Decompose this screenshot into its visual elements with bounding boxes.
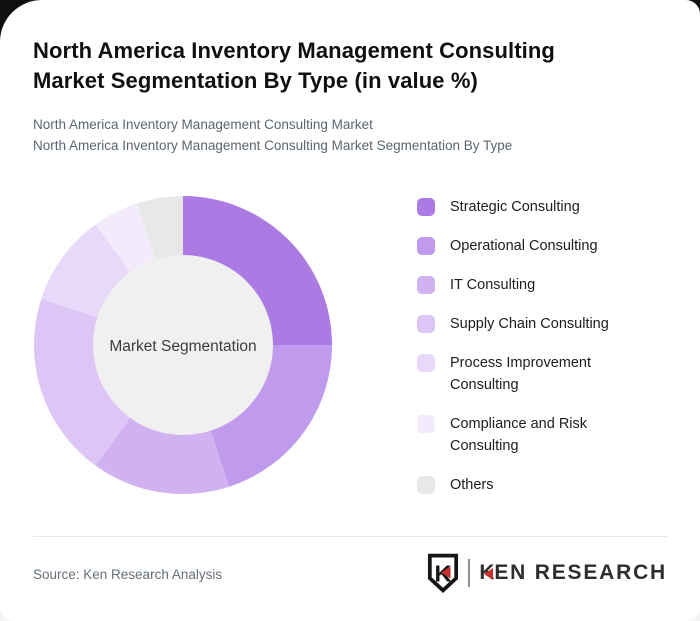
legend-item-process-improvement-consulting[interactable]: Process Improvement Consulting <box>417 352 669 396</box>
legend-label: Strategic Consulting <box>450 199 580 215</box>
emblem-accent-triangle <box>441 566 451 579</box>
legend-label: Compliance and Risk Consulting <box>450 416 588 454</box>
source-text: Source: Ken Research Analysis <box>33 567 223 582</box>
legend-label: Supply Chain Consulting <box>450 316 609 332</box>
legend-item-supply-chain-consulting[interactable]: Supply Chain Consulting <box>417 313 669 335</box>
legend-swatch <box>417 237 435 255</box>
wordmark-accent-triangle <box>484 568 494 580</box>
page-title-line-1: North America Inventory Management Consu… <box>33 38 555 63</box>
brand-divider-bar <box>468 559 471 587</box>
legend-label: Process Improvement Consulting <box>450 355 592 393</box>
legend-swatch <box>417 198 435 216</box>
page-title-line-2: Market Segmentation By Type (in value %) <box>33 68 478 93</box>
legend-item-compliance-and-risk-consulting[interactable]: Compliance and Risk Consulting <box>417 413 669 457</box>
donut-chart: Market Segmentation <box>33 196 333 494</box>
legend-swatch <box>417 476 435 494</box>
legend-swatch <box>417 276 435 294</box>
header: North America Inventory Management Consu… <box>33 36 667 156</box>
subtitle-line-1: North America Inventory Management Consu… <box>33 117 373 132</box>
legend-item-it-consulting[interactable]: IT Consulting <box>417 274 669 296</box>
chart-legend: Strategic Consulting Operational Consulti… <box>417 196 669 513</box>
wordmark-rest: EN RESEARCH <box>494 561 667 584</box>
legend-swatch <box>417 354 435 372</box>
legend-item-operational-consulting[interactable]: Operational Consulting <box>417 235 669 257</box>
subtitle-line-2: North America Inventory Management Consu… <box>33 138 513 153</box>
legend-label: IT Consulting <box>450 277 536 293</box>
brand-wordmark: K EN RESEARCH <box>479 561 667 585</box>
brand-logo: K K EN RESEARCH <box>427 552 667 594</box>
ken-shield-icon: K <box>428 553 459 593</box>
legend-label: Others <box>450 477 494 493</box>
footer-divider <box>33 536 667 537</box>
donut-center-label: Market Segmentation <box>109 338 256 355</box>
donut-hole <box>93 255 273 435</box>
legend-swatch <box>417 415 435 433</box>
legend-item-strategic-consulting[interactable]: Strategic Consulting <box>417 196 669 218</box>
subtitle-block: North America Inventory Management Consu… <box>33 114 667 156</box>
legend-label: Operational Consulting <box>450 238 598 254</box>
page-title: North America Inventory Management Consu… <box>33 36 667 96</box>
legend-swatch <box>417 315 435 333</box>
legend-item-others[interactable]: Others <box>417 474 669 496</box>
